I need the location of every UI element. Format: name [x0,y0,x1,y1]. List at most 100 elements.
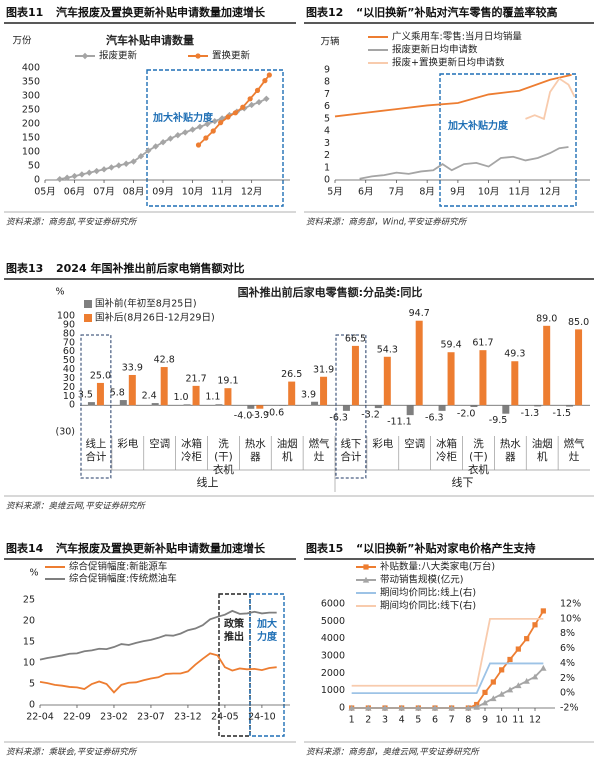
data-label: 19.1 [217,376,238,387]
category-label: 彩电 [117,438,139,450]
marker [218,120,224,126]
legend-label: 报废更新日均申请数 [392,44,478,56]
bar [247,405,255,409]
category-label: 热水器 [499,438,521,463]
unit-label: 万辆 [320,36,340,48]
data-label: 61.7 [472,338,493,349]
figure-label: 图表11 [6,5,43,19]
annotation: 加大补贴力度 [153,113,213,124]
legend-label: 置换更新 [212,50,251,62]
bar [279,405,287,406]
marker [507,656,513,663]
x-tick-label: 10月 [478,187,500,198]
y-tick-label: 100 [57,311,75,322]
marker [247,96,253,102]
bar [415,320,423,406]
y-tick-label: 20 [23,616,35,627]
marker [122,160,130,167]
marker [540,664,547,671]
marker [363,564,369,570]
legend-label: 补贴数量:八大类家电(万台) [380,561,495,573]
x-tick-label: 8月 [419,187,435,198]
marker [266,72,272,78]
data-label: -1.5 [553,408,572,419]
y-tick-label: 20 [63,382,75,393]
figure-label: 图表12 [306,5,343,19]
bar [192,385,200,406]
marker [204,120,211,128]
marker [130,158,137,165]
series-line [351,667,544,709]
legend-label: 报废更新 [99,50,138,62]
y-tick-label: 7 [324,89,330,100]
x-tick-label: 11 [512,715,524,726]
marker [108,164,115,171]
marker [431,704,439,711]
marker [365,704,372,711]
x-tick-label: 24-10 [248,712,276,723]
y-tick-label: 50 [28,161,40,172]
bar [342,405,350,411]
marker [531,673,539,680]
marker [515,646,521,652]
legend-swatch [84,314,92,322]
marker [506,686,514,693]
data-label: -2.0 [457,409,476,420]
x-tick-label: 12月 [539,187,561,198]
marker [137,153,145,160]
data-label: -4.0 [234,410,253,421]
marker [481,699,489,706]
x-tick-label: 7月 [389,187,405,198]
source-note: 资料来源：商务部,平安证券研究所 [6,217,138,228]
y-tick-label: 150 [22,133,40,144]
x-tick-label: 6月 [358,187,374,198]
y-tick-label: 3000 [321,651,345,662]
data-label: 33.9 [122,362,143,373]
y2-tick-label: 8% [560,628,575,639]
bar [383,356,391,406]
marker [398,704,405,711]
marker [159,139,167,146]
marker [498,690,505,697]
data-label: 94.7 [409,308,430,319]
group-box [335,334,367,479]
x-tick-label: 06月 [64,187,86,198]
legend-label: 带动销售规模(亿元) [380,574,463,586]
legend-swatch [84,300,92,308]
marker [56,175,63,183]
data-label: 2.4 [142,391,157,402]
x-tick-label: 12月 [241,187,263,198]
series-line [197,74,271,146]
marker [490,679,496,685]
data-label: 66.5 [345,333,366,344]
data-label: 5.8 [110,388,125,399]
x-tick-label: 05月 [34,187,56,198]
y-tick-label: 10 [63,391,75,402]
y-tick-label: 9 [324,65,330,76]
figure-label: 图表14 [6,541,44,555]
marker [211,118,218,125]
data-label: 54.3 [377,344,398,355]
x-tick-label: 09月 [152,187,174,198]
y-tick-label: 6 [324,101,330,112]
x-tick-label: 07月 [93,187,115,198]
annotation: 政策推出 [224,619,244,643]
category-label: 彩电 [372,438,394,450]
x-tick-label: 11月 [509,187,531,198]
y2-tick-label: 2% [560,673,575,684]
marker [523,677,530,684]
marker [232,110,238,116]
series-line [334,74,572,118]
bar [160,367,168,406]
x-tick-label: 2 [365,715,371,726]
x-tick-label: 22-09 [63,712,91,723]
bar [119,400,127,406]
y2-tick-label: 4% [560,658,575,669]
x-tick-label: 08月 [123,187,145,198]
marker [182,129,189,136]
marker [381,704,389,711]
legend-label: 期间均价同比:线下(右) [380,600,476,612]
marker [100,166,108,173]
data-label: 3.5 [78,390,93,401]
x-tick-label: 6 [432,715,438,726]
